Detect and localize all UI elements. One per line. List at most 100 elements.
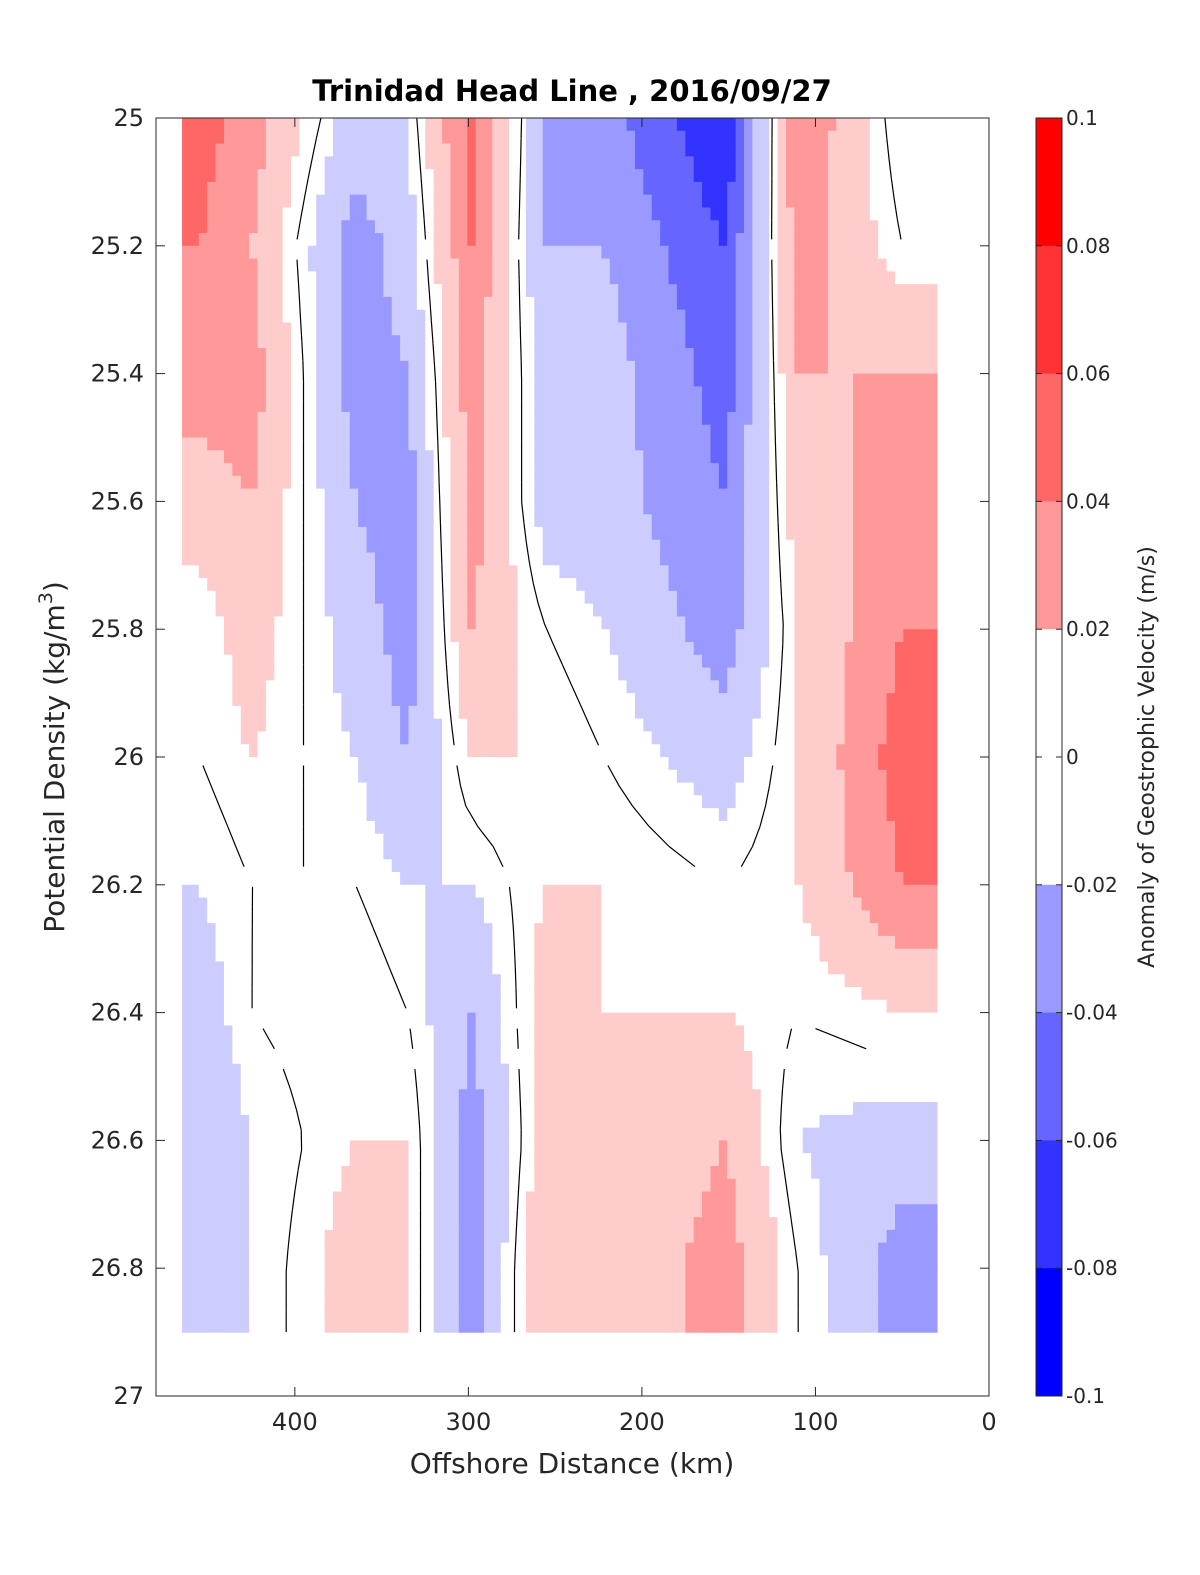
field-cell bbox=[408, 539, 418, 554]
field-cell bbox=[500, 820, 510, 835]
field-cell bbox=[207, 1229, 217, 1244]
field-cell bbox=[307, 399, 317, 413]
field-cell bbox=[232, 693, 242, 707]
field-cell bbox=[517, 999, 527, 1014]
field-cell bbox=[341, 961, 351, 975]
field-cell bbox=[383, 897, 393, 911]
field-cell bbox=[282, 258, 292, 272]
field-cell bbox=[324, 1178, 334, 1193]
field-cell bbox=[567, 1165, 577, 1180]
field-cell bbox=[567, 1319, 577, 1333]
field-cell bbox=[534, 552, 544, 566]
field-cell bbox=[450, 1165, 460, 1180]
field-cell bbox=[509, 1050, 519, 1065]
field-cell bbox=[525, 488, 535, 502]
field-cell bbox=[299, 118, 309, 132]
field-cell bbox=[182, 437, 192, 451]
field-cell bbox=[601, 872, 611, 886]
field-cell bbox=[349, 220, 359, 234]
field-cell bbox=[341, 424, 351, 439]
field-cell bbox=[215, 999, 225, 1014]
field-cell bbox=[391, 501, 401, 515]
field-cell bbox=[442, 1050, 452, 1065]
field-cell bbox=[517, 718, 527, 733]
field-cell bbox=[190, 1242, 200, 1257]
field-cell bbox=[333, 718, 342, 733]
field-cell bbox=[190, 948, 200, 963]
field-cell bbox=[282, 501, 292, 515]
field-cell bbox=[282, 795, 292, 809]
field-cell bbox=[559, 859, 569, 873]
field-cell bbox=[433, 309, 443, 324]
field-cell bbox=[618, 757, 628, 771]
field-cell bbox=[374, 475, 384, 490]
field-cell bbox=[509, 1114, 519, 1129]
field-cell bbox=[391, 1153, 401, 1167]
field-cell bbox=[307, 705, 317, 720]
field-cell bbox=[593, 629, 603, 643]
field-cell bbox=[534, 1089, 544, 1103]
field-cell bbox=[425, 501, 435, 515]
field-cell bbox=[207, 833, 217, 848]
field-cell bbox=[475, 1140, 485, 1154]
field-cell bbox=[500, 693, 510, 707]
field-cell bbox=[240, 1012, 250, 1026]
field-cell bbox=[593, 143, 603, 157]
field-cell bbox=[593, 961, 603, 975]
field-cell bbox=[374, 1293, 384, 1308]
field-cell bbox=[383, 987, 393, 1001]
field-cell bbox=[274, 322, 284, 336]
field-cell bbox=[467, 360, 477, 375]
field-cell bbox=[316, 629, 326, 643]
field-cell bbox=[240, 1114, 250, 1129]
field-cell bbox=[223, 1242, 233, 1257]
field-cell bbox=[408, 1229, 418, 1244]
field-cell bbox=[391, 1063, 401, 1078]
field-cell bbox=[584, 245, 594, 260]
field-cell bbox=[576, 514, 586, 528]
field-cell bbox=[223, 335, 233, 349]
field-cell bbox=[450, 795, 460, 809]
field-cell bbox=[567, 258, 577, 272]
field-cell bbox=[467, 1140, 477, 1154]
field-cell bbox=[299, 1140, 309, 1154]
field-cell bbox=[341, 629, 351, 643]
field-cell bbox=[324, 1050, 334, 1065]
field-cell bbox=[349, 808, 359, 822]
field-cell bbox=[483, 309, 493, 324]
field-cell bbox=[249, 539, 259, 554]
field-cell bbox=[374, 450, 384, 464]
field-cell bbox=[257, 757, 267, 771]
field-cell bbox=[240, 744, 250, 758]
field-cell bbox=[223, 1165, 233, 1180]
field-cell bbox=[374, 143, 384, 157]
field-cell bbox=[542, 526, 552, 541]
field-cell bbox=[400, 859, 410, 873]
field-cell bbox=[240, 296, 250, 311]
field-cell bbox=[307, 795, 317, 809]
field-cell bbox=[198, 603, 208, 618]
field-cell bbox=[358, 296, 368, 311]
field-cell bbox=[601, 999, 611, 1014]
field-cell bbox=[525, 463, 535, 477]
field-cell bbox=[215, 271, 225, 285]
field-cell bbox=[257, 1268, 267, 1282]
field-cell bbox=[223, 974, 233, 988]
field-cell bbox=[274, 616, 284, 630]
field-cell bbox=[509, 641, 519, 656]
field-cell bbox=[500, 999, 510, 1014]
field-cell bbox=[366, 1319, 376, 1333]
field-cell bbox=[282, 296, 292, 311]
field-cell bbox=[542, 373, 552, 387]
field-cell bbox=[609, 463, 619, 477]
field-cell bbox=[223, 897, 233, 911]
field-cell bbox=[492, 1127, 502, 1141]
field-cell bbox=[500, 360, 510, 375]
field-cell bbox=[442, 987, 452, 1001]
field-cell bbox=[274, 987, 284, 1001]
field-cell bbox=[509, 309, 519, 324]
field-cell bbox=[475, 629, 485, 643]
field-cell bbox=[265, 552, 275, 566]
field-cell bbox=[442, 207, 452, 221]
field-cell bbox=[416, 1178, 426, 1193]
